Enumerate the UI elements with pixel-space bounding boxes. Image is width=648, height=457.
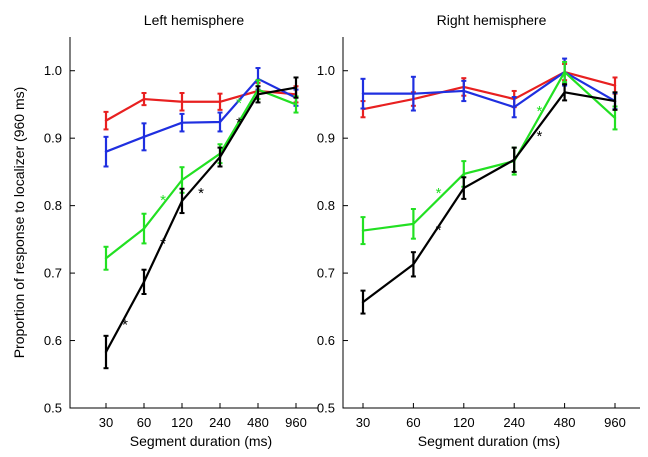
data-point — [563, 70, 566, 74]
x-axis-label: Segment duration (ms) — [418, 433, 560, 449]
significance-asterisk: * — [436, 222, 442, 239]
y-tick-label: 0.9 — [44, 131, 62, 146]
significance-asterisk: * — [536, 128, 542, 145]
data-point — [361, 300, 365, 304]
data-point — [142, 97, 146, 101]
data-point — [613, 99, 617, 103]
data-point — [294, 86, 298, 89]
data-point — [180, 121, 184, 124]
x-axis-label: Segment duration (ms) — [130, 433, 272, 449]
x-tick-label: 30 — [356, 415, 370, 430]
data-point — [104, 119, 108, 122]
chart-title: Left hemisphere — [144, 12, 245, 28]
panel-1: 0.5 0.6 0.7 0.8 0.9 1.0 30 60 120 240 480 960 Left h… — [11, 12, 318, 449]
x-tick-label: 240 — [503, 415, 525, 430]
x-tick-label: 120 — [453, 415, 475, 430]
series-line — [363, 70, 616, 109]
data-point — [180, 100, 184, 103]
data-point — [256, 93, 260, 96]
x-tick-label: 960 — [285, 415, 307, 430]
series-4 — [103, 76, 299, 370]
y-tick-label: 0.6 — [317, 333, 335, 348]
data-point — [361, 229, 365, 232]
y-tick-label: 1.0 — [317, 63, 335, 78]
data-point — [361, 92, 365, 95]
data-point — [218, 155, 222, 159]
y-tick-label: 0.6 — [44, 333, 62, 348]
data-point — [462, 186, 465, 190]
data-point — [104, 350, 108, 354]
series-line — [105, 77, 297, 153]
y-tick-label: 0.5 — [44, 401, 62, 416]
significance-asterisk: * — [236, 114, 242, 131]
series-line — [362, 70, 616, 232]
data-point — [294, 103, 298, 106]
series-line — [362, 70, 616, 111]
data-point — [513, 105, 516, 109]
significance-asterisk: * — [236, 95, 242, 112]
data-point — [104, 257, 108, 260]
significance-asterisk: * — [160, 192, 166, 209]
series-3 — [103, 79, 299, 271]
series-4 — [360, 83, 618, 315]
significance-asterisk: * — [160, 236, 166, 253]
x-tick-label: 120 — [171, 415, 193, 430]
data-point — [462, 172, 465, 176]
significance-asterisk: * — [198, 185, 204, 202]
y-axis-label: Proportion of response to localizer (960… — [11, 87, 27, 359]
y-tick-label: 0.7 — [317, 266, 335, 281]
data-point — [613, 116, 617, 120]
x-tick-label: 480 — [554, 415, 576, 430]
data-point — [104, 150, 108, 153]
series-line — [362, 91, 616, 303]
data-point — [142, 135, 146, 139]
y-tick-label: 0.7 — [44, 266, 62, 281]
significance-asterisk: * — [122, 317, 128, 334]
chart-title: Right hemisphere — [437, 12, 547, 28]
data-point — [218, 100, 222, 103]
significance-asterisk: * — [436, 185, 442, 202]
y-tick-label: 0.5 — [317, 401, 335, 416]
panel-2: 0.5 0.6 0.7 0.8 0.9 1.0 30 60 120 240 480 960 Right … — [317, 12, 640, 449]
data-point — [142, 280, 146, 284]
series-line — [105, 86, 297, 353]
data-point — [180, 178, 184, 182]
data-point — [412, 263, 415, 266]
data-point — [462, 89, 465, 93]
series-3 — [360, 60, 618, 246]
y-tick-label: 0.8 — [44, 198, 62, 213]
data-point — [563, 91, 566, 94]
data-point — [180, 199, 184, 203]
significance-asterisk: * — [536, 103, 542, 120]
data-point — [513, 158, 516, 161]
x-tick-label: 60 — [137, 415, 151, 430]
x-tick-label: 60 — [406, 415, 420, 430]
series-line — [105, 89, 297, 122]
series-2 — [360, 57, 618, 119]
series-line — [105, 88, 297, 260]
data-point — [218, 120, 222, 124]
data-point — [142, 227, 146, 230]
series-1 — [360, 62, 618, 119]
y-tick-label: 0.8 — [317, 198, 335, 213]
data-point — [412, 222, 415, 226]
x-tick-label: 30 — [99, 415, 113, 430]
data-point — [613, 84, 617, 87]
y-tick-label: 0.9 — [317, 131, 335, 146]
x-tick-label: 960 — [604, 415, 626, 430]
x-tick-label: 480 — [247, 415, 269, 430]
y-tick-label: 1.0 — [44, 63, 62, 78]
x-tick-label: 240 — [209, 415, 231, 430]
series-2 — [103, 67, 299, 168]
data-point — [412, 92, 415, 95]
